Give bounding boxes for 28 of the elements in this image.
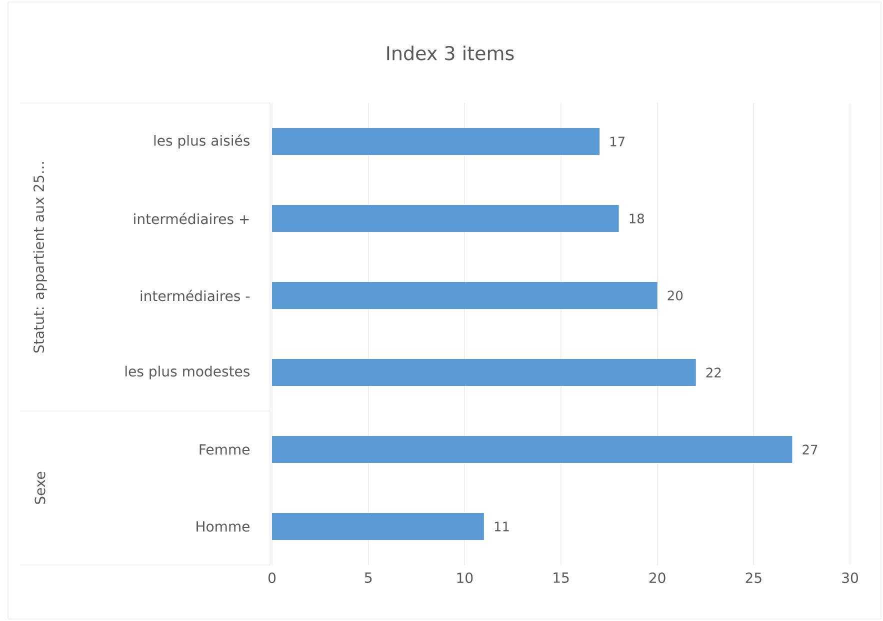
data-label: 20 [668,290,683,300]
bar [272,128,600,155]
y-tick-label: Homme [196,521,250,532]
bar [272,436,792,463]
data-label: 11 [494,522,509,532]
y-tick-label: les plus modestes [125,366,250,380]
bar [272,205,619,232]
y-tick-label: Femme [200,444,250,455]
bar [272,358,696,386]
data-label: 27 [802,444,818,454]
x-tick-label: 25 [746,572,762,584]
x-tick-label: 0 [268,572,276,584]
y-tick-label: intermédiaires - [140,290,250,302]
chart-title: Index 3 items [387,46,514,60]
bar [272,513,484,540]
x-tick-label: 10 [457,572,473,584]
x-tick-label: 5 [364,572,372,583]
y-tick-label: les plus aisiés [154,134,250,149]
x-tick-label: 30 [842,572,858,584]
text: Sexe [34,472,46,504]
data-label: 17 [610,136,625,146]
bar [272,282,658,309]
data-label: 18 [630,214,644,224]
x-tick-label: 15 [554,572,569,583]
x-tick-label: 20 [649,572,666,584]
text: Statut: appartient aux 25… [33,162,47,353]
data-label: 22 [706,368,721,378]
y-tick-label: intermédiaires + [134,212,249,224]
